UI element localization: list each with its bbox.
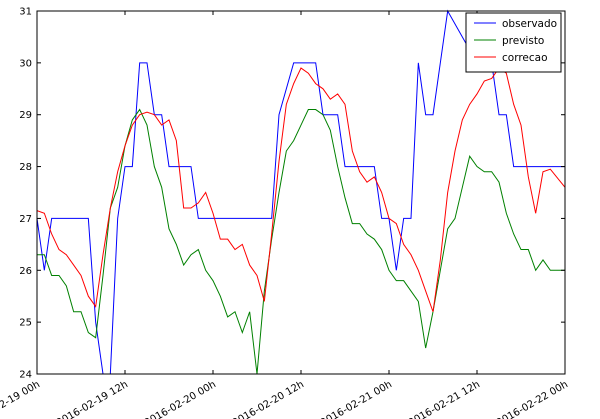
legend-label-observado: observado xyxy=(502,18,557,30)
y-tick-label: 28 xyxy=(19,162,32,173)
x-tick-label: 2016-02-19 12h xyxy=(55,379,130,419)
x-tick-label: 2016-02-21 12h xyxy=(407,379,482,419)
series-line-correcao xyxy=(36,67,566,312)
y-axis: 24 25 26 27 28 29 30 31 xyxy=(19,7,565,381)
legend-label-previsto: previsto xyxy=(502,35,544,47)
y-tick-label: 24 xyxy=(19,370,32,381)
x-tick-label: 2016-02-19 00h xyxy=(0,379,42,419)
legend-label-correcao: correcao xyxy=(502,52,548,64)
y-tick-label: 25 xyxy=(19,318,32,329)
y-tick-label: 29 xyxy=(19,110,32,121)
y-tick-label: 26 xyxy=(19,266,32,277)
legend: observado previsto correcao xyxy=(465,12,562,73)
y-tick-label: 27 xyxy=(19,214,32,225)
x-tick-label: 2016-02-20 00h xyxy=(143,379,218,419)
x-tick-label: 2016-02-20 12h xyxy=(231,379,306,419)
series-line-previsto xyxy=(37,108,565,375)
y-tick-label: 30 xyxy=(19,58,32,69)
x-tick-label: 2016-02-22 00h xyxy=(495,379,570,419)
y-tick-label: 31 xyxy=(19,7,32,18)
x-tick-label: 2016-02-21 00h xyxy=(319,379,394,419)
